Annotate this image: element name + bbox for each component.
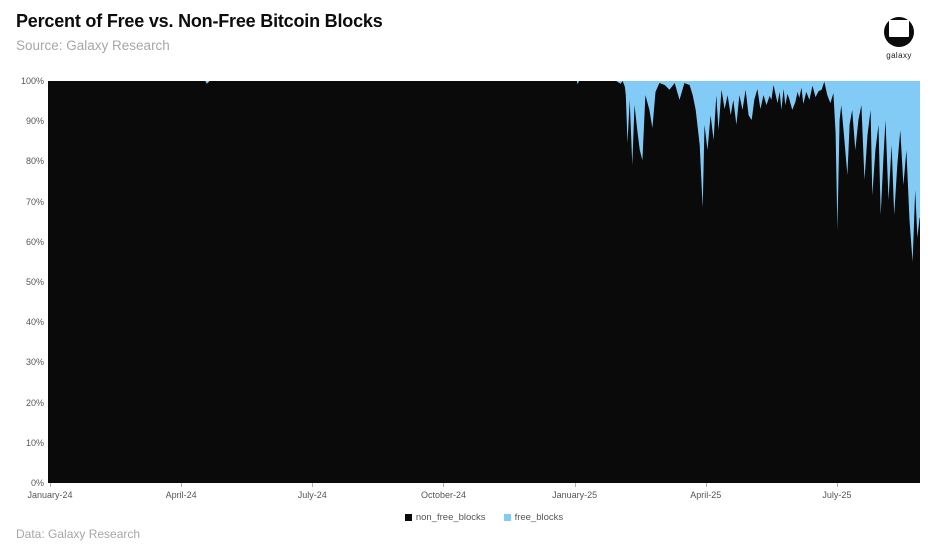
y-tick-label: 10% [25, 437, 44, 448]
y-tick-label: 60% [25, 236, 44, 247]
y-axis: 0% 10% 20% 30% 40% 50% 60% 70% 80% 90% 100% [0, 0, 45, 550]
legend-item: non_free_blocks [404, 512, 486, 523]
x-tick-label: January-25 [552, 490, 598, 500]
chart-legend: non_free_blocks free_blocks [48, 512, 920, 523]
x-tick-label: April-24 [165, 490, 197, 500]
y-tick-label: 50% [25, 277, 44, 287]
y-tick-label: 70% [25, 196, 44, 207]
x-tick-label: April-25 [690, 490, 722, 500]
legend-label: non_free_blocks [415, 512, 486, 523]
plot-area [48, 81, 920, 483]
x-tick-label: October-24 [420, 490, 466, 500]
x-tick-mark [443, 483, 445, 487]
page-title: Percent of Free vs. Non-Free Bitcoin Blo… [16, 11, 383, 31]
y-tick-label: 30% [25, 357, 44, 368]
y-tick-label: 80% [25, 156, 44, 167]
legend-swatch-non_free_blocks [404, 514, 412, 521]
y-tick-label: 100% [20, 76, 44, 86]
x-tick-mark [50, 483, 51, 487]
plot-svg [48, 81, 920, 483]
y-tick-label: 90% [25, 116, 44, 127]
x-tick-mark [836, 483, 838, 487]
x-tick-label: January-24 [27, 490, 73, 500]
y-tick-label: 20% [25, 397, 44, 408]
galaxy-logo-square [889, 20, 909, 37]
x-tick-label: July-25 [822, 490, 852, 500]
page-subtitle: Source: Galaxy Research [16, 38, 170, 53]
galaxy-logo: galaxy [876, 17, 922, 60]
legend-swatch-free_blocks [503, 514, 511, 521]
x-axis: January-24 April-24 July-24 October-24 Janua… [27, 483, 920, 513]
x-tick-mark [574, 483, 576, 487]
y-tick-label: 40% [25, 317, 44, 328]
legend-item: free_blocks [503, 512, 564, 523]
x-tick-mark [705, 483, 707, 487]
x-tick-mark [181, 483, 183, 487]
non-free-blocks-area [48, 81, 920, 483]
galaxy-logo-text: galaxy [886, 51, 912, 60]
data-source-note: Data: Galaxy Research [16, 527, 141, 541]
legend-label: free_blocks [514, 512, 564, 523]
y-tick-label: 0% [30, 478, 44, 488]
galaxy-logo-icon [884, 17, 914, 47]
x-tick-mark [312, 483, 314, 487]
x-tick-label: July-24 [297, 490, 327, 500]
